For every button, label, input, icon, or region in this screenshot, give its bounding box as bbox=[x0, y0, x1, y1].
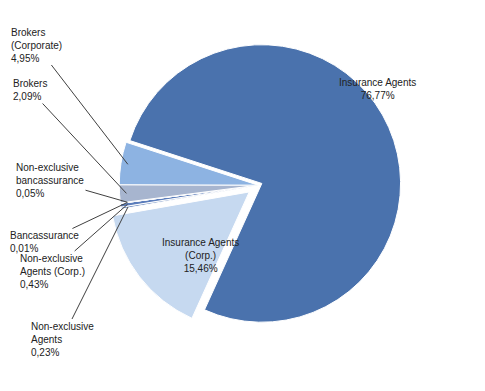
svg-text:Non-exclusiveAgents (Corp.)0,4: Non-exclusiveAgents (Corp.)0,43% bbox=[20, 253, 85, 290]
svg-text:Non-exclusivebancassurance0,05: Non-exclusivebancassurance0,05% bbox=[16, 162, 84, 199]
svg-text:Non-exclusiveAgents0,23%: Non-exclusiveAgents0,23% bbox=[31, 321, 94, 358]
svg-text:Brokers(Corporate)4,95%: Brokers(Corporate)4,95% bbox=[11, 27, 62, 64]
svg-text:Brokers2,09%: Brokers2,09% bbox=[13, 78, 47, 102]
svg-text:Insurance Agents(Corp.)15,46%: Insurance Agents(Corp.)15,46% bbox=[162, 237, 239, 274]
svg-text:Bancassurance0,01%: Bancassurance0,01% bbox=[10, 230, 79, 254]
svg-text:Insurance Agents76,77%: Insurance Agents76,77% bbox=[339, 77, 416, 101]
